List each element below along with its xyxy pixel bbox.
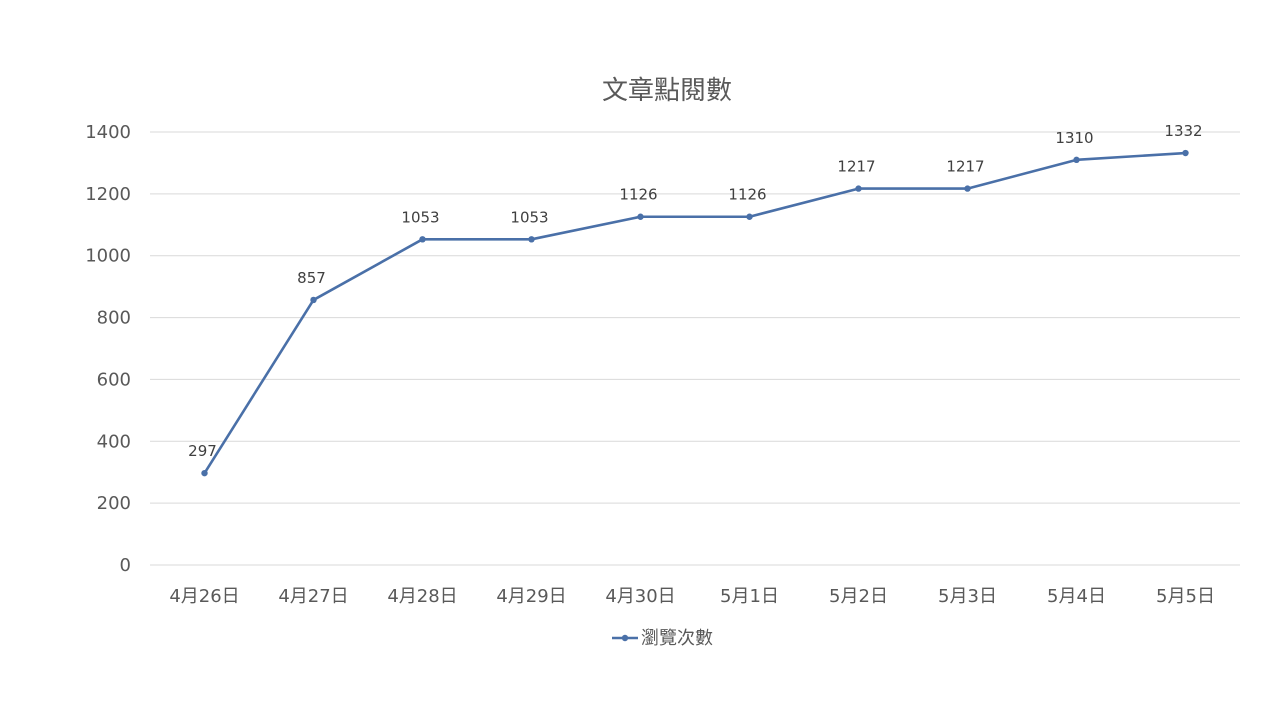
data-labels: 297 857 1053 1053 1126 1126 1217 1217 1310 1332 bbox=[188, 122, 1202, 460]
data-point bbox=[1182, 149, 1189, 157]
legend-label: 瀏覽次數 bbox=[641, 628, 713, 649]
series-lines bbox=[203, 151, 1186, 474]
data-point bbox=[528, 236, 535, 243]
data-point bbox=[964, 185, 971, 192]
y-tick-label: 800 bbox=[97, 308, 131, 329]
data-label: 1126 bbox=[728, 186, 766, 204]
data-point bbox=[746, 213, 753, 220]
data-point bbox=[1073, 156, 1080, 164]
data-point bbox=[419, 236, 426, 243]
data-label: 1053 bbox=[401, 208, 439, 226]
data-label: 1332 bbox=[1164, 122, 1202, 140]
x-tick-label: 4月29日 bbox=[496, 586, 566, 607]
data-label: 857 bbox=[297, 269, 326, 287]
legend-point-marker bbox=[621, 634, 629, 642]
data-label: 1310 bbox=[1055, 129, 1093, 147]
x-tick-label: 4月30日 bbox=[605, 586, 675, 607]
data-label: 1217 bbox=[946, 158, 984, 176]
y-tick-label: 1400 bbox=[85, 122, 131, 143]
y-tick-label: 1000 bbox=[85, 246, 131, 267]
data-point bbox=[201, 469, 208, 477]
data-point bbox=[310, 296, 317, 304]
chart-title: 文章點閱數 bbox=[602, 76, 732, 106]
y-tick-label: 1200 bbox=[85, 184, 131, 205]
x-tick-label: 5月4日 bbox=[1047, 586, 1106, 607]
x-tick-label: 5月2日 bbox=[829, 586, 888, 607]
x-tick-label: 5月1日 bbox=[720, 586, 779, 607]
gridlines bbox=[150, 131, 1240, 566]
data-label: 297 bbox=[188, 442, 217, 460]
data-label: 1217 bbox=[837, 158, 875, 176]
data-point bbox=[855, 185, 862, 192]
series-line bbox=[203, 151, 1186, 474]
y-axis-tick-labels: 0 200 400 600 800 1000 1200 1400 bbox=[85, 122, 131, 576]
x-tick-label: 4月27日 bbox=[278, 586, 348, 607]
y-tick-label: 600 bbox=[97, 369, 131, 390]
legend: 瀏覽次數 bbox=[612, 628, 713, 649]
x-tick-label: 4月28日 bbox=[387, 586, 457, 607]
data-label: 1053 bbox=[510, 208, 548, 226]
x-tick-label: 5月3日 bbox=[938, 586, 997, 607]
x-tick-label: 4月26日 bbox=[169, 586, 239, 607]
data-points bbox=[201, 149, 1189, 477]
y-tick-label: 400 bbox=[97, 431, 131, 452]
y-tick-label: 0 bbox=[120, 555, 131, 576]
data-label: 1126 bbox=[619, 186, 657, 204]
x-tick-label: 5月5日 bbox=[1156, 586, 1215, 607]
y-tick-label: 200 bbox=[97, 493, 131, 514]
data-point bbox=[637, 213, 644, 220]
x-axis-tick-labels: 4月26日 4月27日 4月28日 4月29日 4月30日 5月1日 5月2日 5月3日 5月4… bbox=[169, 586, 1215, 607]
